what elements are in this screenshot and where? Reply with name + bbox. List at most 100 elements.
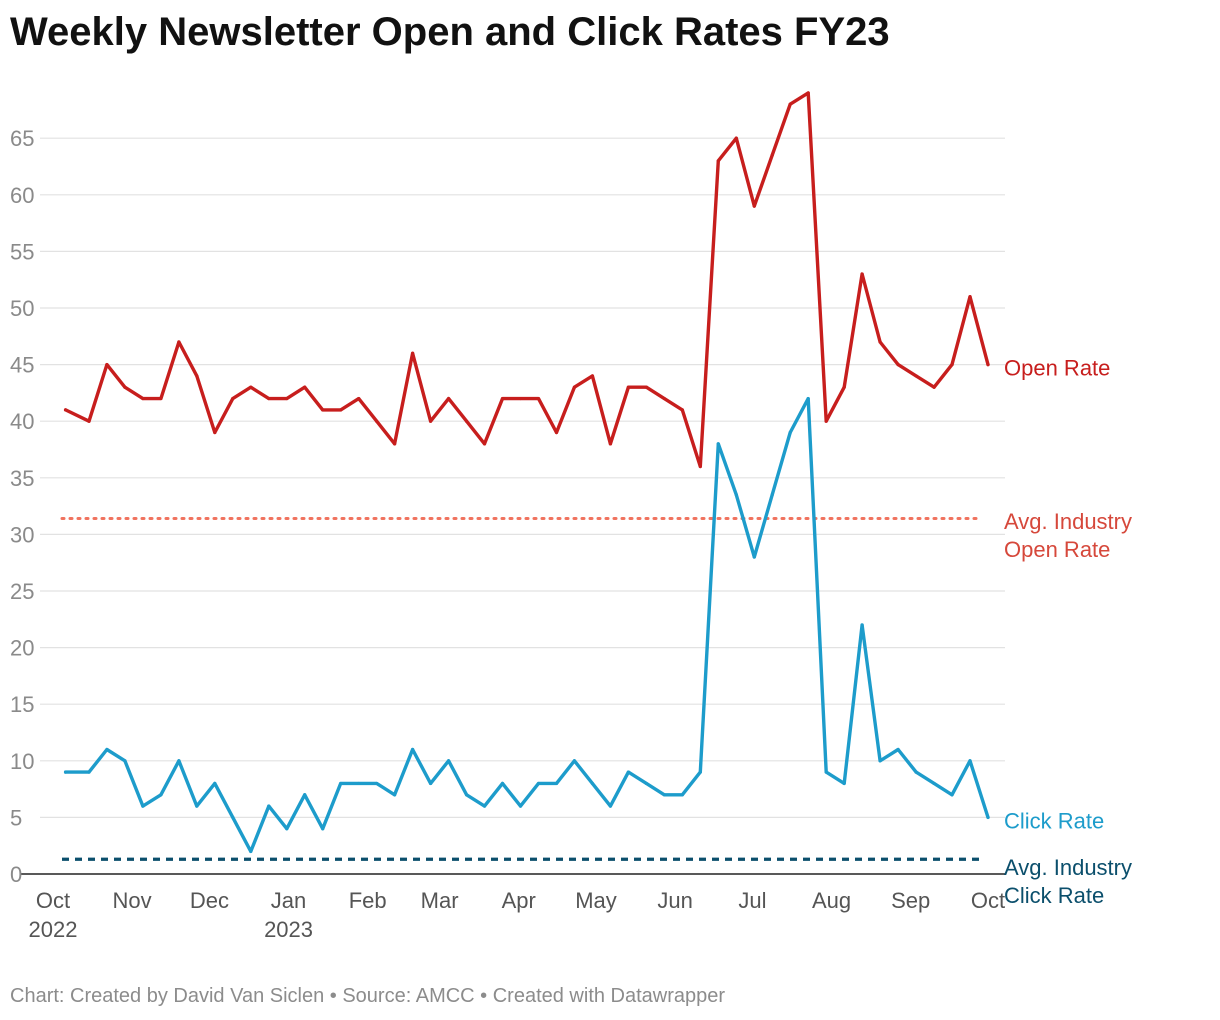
x-tick-label: Sep [891,888,930,913]
x-tick-label: May [575,888,617,913]
click-rate-point [644,781,648,786]
open-rate-point [572,385,577,389]
x-tick-year-label: 2023 [264,917,313,942]
chart-footer: Chart: Created by David Van Siclen • Sou… [10,985,726,1007]
open-rate-point [159,396,163,401]
click-rate-point [770,493,774,497]
open-rate-point [464,419,469,423]
reference-lines [60,517,982,861]
open-rate-point [177,340,181,344]
open-rate-label: Open Rate [1004,356,1110,381]
open-rate-point [950,363,954,367]
y-tick-label: 60 [10,183,34,208]
y-tick-label: 40 [10,409,34,434]
y-tick-label: 25 [10,579,34,604]
open-rate-point [860,272,864,276]
reference-label-line1: Avg. Industry [1004,509,1132,534]
click-rate-point [393,793,397,797]
reference-label-line1: Avg. Industry [1004,855,1132,880]
open-rate-point [878,340,882,344]
y-tick-label: 15 [10,692,34,717]
open-rate-point [105,363,109,367]
click-rate-point [878,759,882,763]
click-rate-line [63,396,990,854]
click-rate-point [285,827,289,831]
click-rate-point [482,804,487,808]
click-rate-point [806,396,810,401]
open-rate-point [698,464,702,469]
open-rate-point [213,430,217,435]
open-rate-point [914,374,918,378]
open-rate-point [123,385,127,389]
x-tick-label: Oct [971,888,1005,913]
click-rate-point [662,793,666,797]
click-rate-point [968,759,972,763]
click-rate-point [321,827,325,831]
click-rate-point [500,781,505,786]
click-rate-point [357,781,361,786]
y-tick-label: 10 [10,749,34,774]
open-rate-point [393,442,397,446]
open-rate-point [824,419,828,423]
x-tick-label: Jul [738,888,766,913]
y-tick-label: 20 [10,636,34,661]
click-rate-point [195,804,199,808]
open-rate-point [303,385,307,389]
open-rate-point [554,430,559,435]
x-tick-label: Jan [271,888,306,913]
reference-label-line2: Open Rate [1004,537,1110,562]
open-rate-point [428,419,433,423]
click-rate-point [303,793,307,797]
click-rate-point [159,793,163,797]
click-rate-point [141,804,145,808]
series-lines [63,91,990,854]
open-rate-point [626,385,630,389]
click-rate-point [986,815,990,820]
click-rate-point [464,793,469,797]
click-rate-point [698,770,702,774]
chart-title: Weekly Newsletter Open and Click Rates F… [10,10,890,54]
open-rate-point [770,153,774,157]
click-rate-point [375,781,379,786]
click-rate-point [249,849,253,853]
click-rate-point [213,781,217,786]
open-rate-point [788,102,792,106]
open-rate-point [518,396,523,401]
click-rate-point [428,781,433,786]
open-rate-point [321,408,325,412]
click-rate-point [590,781,595,786]
y-tick-label: 30 [10,522,34,547]
reference-label-line2: Click Rate [1004,883,1104,908]
x-tick-label: Jun [657,888,692,913]
click-rate-point [411,747,415,752]
click-rate-point [626,770,630,774]
open-rate-point [590,374,595,378]
open-rate-point [842,385,846,389]
open-rate-point [716,159,720,163]
y-tick-label: 45 [10,353,34,378]
x-tick-year-label: 2022 [29,917,78,942]
click-rate-point [932,781,936,786]
open-rate-point [375,419,379,423]
open-rate-point [896,363,900,367]
open-rate-point [680,408,684,412]
x-tick-label: Apr [502,888,536,913]
y-tick-label: 65 [10,126,34,151]
click-rate-point [860,623,864,627]
x-tick-label: Aug [812,888,851,913]
click-rate-point [554,781,559,786]
open-rate-point [87,419,91,423]
open-rate-point [662,396,666,401]
open-rate-point [446,396,451,401]
x-axis-ticks: Oct 2022 Nov Dec Jan 2023 Feb Mar Apr May Jun Jul Au… [29,888,1006,942]
click-rate-point [177,759,181,763]
click-rate-point [914,770,918,774]
click-rate-point [87,770,91,774]
open-rate-point [357,396,361,401]
click-rate-label: Click Rate [1004,808,1104,833]
open-rate-point [986,363,990,367]
y-tick-label: 5 [10,805,22,830]
click-rate-point [231,815,235,820]
y-tick-label: 35 [10,466,34,491]
